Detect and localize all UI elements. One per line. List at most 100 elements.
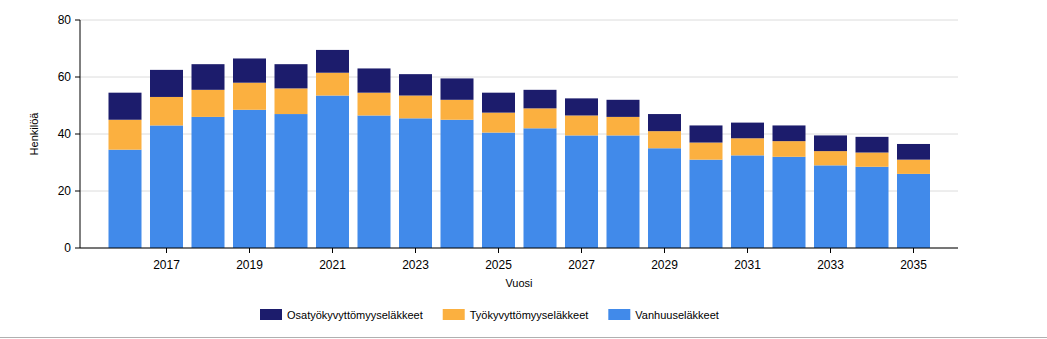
x-tick-label: 2027 [568,258,595,272]
bar-segment [109,150,142,248]
x-tick-label: 2019 [236,258,263,272]
bar-segment [648,148,681,248]
bar-segment [773,157,806,248]
bar-segment [316,50,349,73]
bar-segment [233,58,266,82]
bar-segment [316,96,349,248]
x-tick [415,248,416,253]
x-axis-title: Vuosi [505,277,532,289]
bar-segment [607,100,640,117]
bar-segment [441,78,474,99]
bar-segment [109,120,142,150]
legend-label: Osatyökyvyttömyyseläkkeet [287,309,423,321]
x-tick-label: 2021 [319,258,346,272]
y-tick [75,77,80,78]
legend: Osatyökyvyttömyyseläkkeet Työkyvyttömyyse… [260,309,719,321]
y-axis-title: Henkilöä [28,112,40,156]
x-tick [913,248,914,253]
bar-segment [399,118,432,248]
x-axis [80,248,958,249]
chart: 0 20 40 60 80 2017 2019 2021 2023 2025 2027 2029 203… [0,0,1047,339]
y-tick-label: 40 [58,127,72,141]
bar-segment [897,160,930,174]
x-tick [498,248,499,253]
bar-segment [192,117,225,248]
y-tick [75,248,80,249]
x-tick-label: 2031 [734,258,761,272]
x-tick [166,248,167,253]
bar-segment [150,125,183,248]
bar-segment [731,123,764,139]
bar-segment [607,117,640,136]
x-tick [332,248,333,253]
bar-segment [856,153,889,167]
legend-label: Työkyvyttömyyseläkkeet [470,309,589,321]
x-tick [664,248,665,253]
bar-segment [192,90,225,117]
bar-segment [731,138,764,155]
bar-segment [524,128,557,248]
bar-segment [690,143,723,160]
bar-segment [482,93,515,113]
grid-line [80,20,958,21]
bar-segment [482,133,515,248]
bar-segment [524,90,557,109]
bar-segment [897,144,930,160]
bar-segment [233,83,266,110]
y-tick-label: 80 [58,13,72,27]
x-tick [249,248,250,253]
bar-segment [773,125,806,141]
bar-segment [358,68,391,92]
bar-segment [150,70,183,97]
y-tick-label: 20 [58,184,72,198]
y-tick-label: 0 [64,241,71,255]
bar-segment [524,108,557,128]
x-tick-label: 2023 [402,258,429,272]
y-tick-label: 60 [58,70,72,84]
bar-segment [565,98,598,115]
bar-segment [441,120,474,248]
bar-segment [399,96,432,119]
bar-segment [275,64,308,88]
x-tick-label: 2029 [651,258,678,272]
y-tick [75,134,80,135]
legend-swatch [443,309,465,320]
bar-segment [482,113,515,133]
x-tick [581,248,582,253]
bar-segment [109,93,142,120]
y-axis [80,20,81,248]
legend-swatch [260,309,282,320]
bar-segment [897,174,930,248]
bar-segment [565,135,598,248]
bar-segment [773,141,806,157]
bar-segment [399,74,432,95]
bar-segment [690,125,723,142]
bar-segment [814,135,847,151]
legend-label: Vanhuuseläkkeet [635,309,719,321]
x-tick-label: 2033 [817,258,844,272]
bar-segment [856,137,889,153]
y-tick [75,191,80,192]
bar-segment [316,73,349,96]
bar-segment [275,114,308,248]
grid-line [80,248,958,249]
bar-segment [565,115,598,135]
bar-segment [648,114,681,131]
bars [109,50,931,248]
bar-segment [441,100,474,120]
bar-segment [192,64,225,90]
bar-segment [648,131,681,148]
y-tick [75,20,80,21]
bar-segment [856,167,889,248]
x-tick-label: 2025 [485,258,512,272]
bar-segment [358,115,391,248]
bar-segment [233,110,266,248]
x-tick [830,248,831,253]
bar-segment [814,151,847,165]
bar-segment [275,88,308,114]
bar-segment [358,93,391,116]
x-tick-label: 2017 [153,258,180,272]
bar-segment [150,97,183,126]
x-tick [747,248,748,253]
legend-swatch [608,309,630,320]
